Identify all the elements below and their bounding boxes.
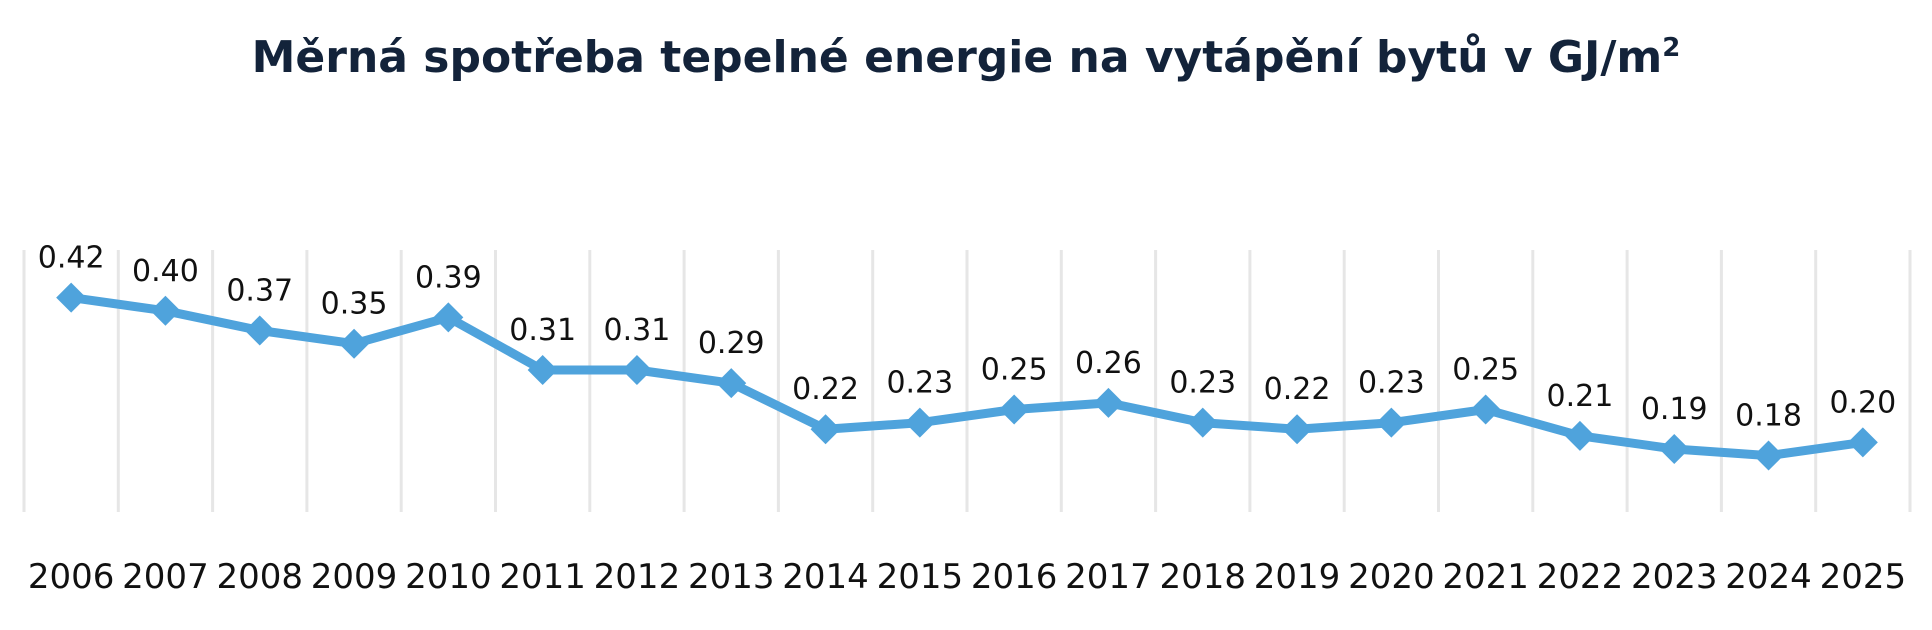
x-tick-2006: 2006 bbox=[28, 557, 115, 597]
data-point-2021 bbox=[1470, 394, 1501, 425]
x-tick-2013: 2013 bbox=[688, 557, 775, 597]
data-label-2016: 0.25 bbox=[981, 353, 1048, 388]
data-point-2010 bbox=[433, 302, 464, 333]
data-label-2006: 0.42 bbox=[38, 241, 105, 276]
x-tick-2011: 2011 bbox=[499, 557, 586, 597]
data-label-2017: 0.26 bbox=[1075, 346, 1142, 381]
x-tick-2018: 2018 bbox=[1159, 557, 1246, 597]
x-tick-2017: 2017 bbox=[1065, 557, 1152, 597]
data-label-2015: 0.23 bbox=[886, 366, 953, 401]
chart-title-text: Měrná spotřeba tepelné energie na vytápě… bbox=[252, 32, 1663, 83]
x-tick-2024: 2024 bbox=[1725, 557, 1812, 597]
x-tick-2019: 2019 bbox=[1254, 557, 1341, 597]
data-label-2014: 0.22 bbox=[792, 372, 859, 407]
x-tick-2021: 2021 bbox=[1442, 557, 1529, 597]
x-tick-2009: 2009 bbox=[311, 557, 398, 597]
data-labels-layer: 0.42 0.40 0.37 0.35 0.39 0.31 0.31 0.29 0.22 0.23… bbox=[38, 241, 1896, 434]
data-point-2014 bbox=[810, 414, 841, 445]
markers-layer bbox=[56, 282, 1878, 471]
x-axis-tick-labels: 2006 2007 2008 2009 2010 2011 2012 2013 2014 2015… bbox=[28, 557, 1906, 597]
data-point-2006 bbox=[56, 282, 87, 313]
data-point-2025 bbox=[1847, 427, 1878, 458]
data-point-2018 bbox=[1187, 407, 1218, 438]
chart-title: Měrná spotřeba tepelné energie na vytápě… bbox=[252, 32, 1681, 83]
data-point-2012 bbox=[621, 355, 652, 386]
data-label-2022: 0.21 bbox=[1547, 379, 1614, 414]
data-point-2016 bbox=[999, 394, 1030, 425]
data-label-2020: 0.23 bbox=[1358, 366, 1425, 401]
series-layer bbox=[66, 293, 1868, 461]
data-label-2024: 0.18 bbox=[1735, 399, 1802, 434]
data-label-2019: 0.22 bbox=[1264, 372, 1331, 407]
data-label-2009: 0.35 bbox=[321, 287, 388, 322]
data-point-2013 bbox=[716, 368, 747, 399]
data-label-2008: 0.37 bbox=[226, 274, 293, 309]
data-label-2007: 0.40 bbox=[132, 254, 199, 289]
x-tick-2016: 2016 bbox=[971, 557, 1058, 597]
data-point-2008 bbox=[244, 315, 275, 346]
data-point-2011 bbox=[527, 355, 558, 386]
data-point-2007 bbox=[150, 295, 181, 326]
x-tick-2010: 2010 bbox=[405, 557, 492, 597]
x-tick-2023: 2023 bbox=[1631, 557, 1718, 597]
x-tick-2012: 2012 bbox=[594, 557, 681, 597]
data-label-2012: 0.31 bbox=[604, 313, 671, 348]
data-label-2018: 0.23 bbox=[1169, 366, 1236, 401]
data-point-2022 bbox=[1564, 420, 1595, 451]
data-label-2025: 0.20 bbox=[1829, 385, 1896, 420]
data-point-2017 bbox=[1093, 387, 1124, 418]
x-tick-2020: 2020 bbox=[1348, 557, 1435, 597]
data-label-2023: 0.19 bbox=[1641, 392, 1708, 427]
data-point-2023 bbox=[1659, 433, 1690, 464]
data-label-2013: 0.29 bbox=[698, 326, 765, 361]
x-tick-2014: 2014 bbox=[782, 557, 869, 597]
gridlines bbox=[22, 250, 1912, 512]
data-label-2021: 0.25 bbox=[1452, 353, 1519, 388]
data-point-2015 bbox=[904, 407, 935, 438]
x-tick-2008: 2008 bbox=[216, 557, 303, 597]
data-point-2020 bbox=[1376, 407, 1407, 438]
x-tick-2022: 2022 bbox=[1537, 557, 1624, 597]
x-tick-2025: 2025 bbox=[1820, 557, 1907, 597]
x-tick-2015: 2015 bbox=[877, 557, 964, 597]
series-line bbox=[66, 293, 1868, 461]
data-label-2010: 0.39 bbox=[415, 260, 482, 295]
data-point-2024 bbox=[1753, 440, 1784, 471]
x-tick-2007: 2007 bbox=[122, 557, 209, 597]
chart-title-superscript: 2 bbox=[1662, 33, 1680, 63]
data-label-2011: 0.31 bbox=[509, 313, 576, 348]
data-point-2019 bbox=[1282, 414, 1313, 445]
data-point-2009 bbox=[339, 328, 370, 359]
